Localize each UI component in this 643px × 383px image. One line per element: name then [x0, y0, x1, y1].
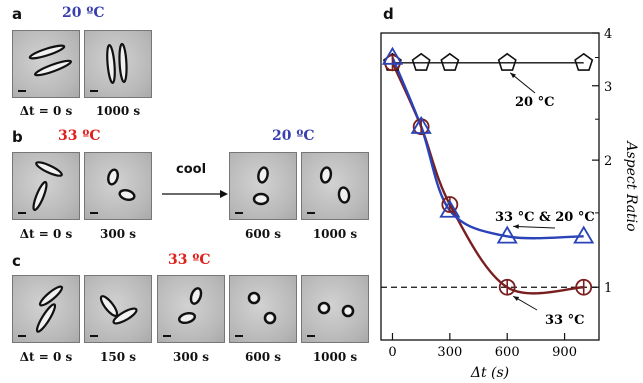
x-tick-label-3: 900 [552, 345, 577, 360]
marker-s1-4 [575, 278, 593, 296]
micrograph-a-1000s [84, 30, 152, 98]
marker-s1-2 [441, 196, 459, 213]
scale-bar [90, 335, 98, 337]
label-c-3: 600 s [245, 350, 281, 364]
annotation-33c-20c-arrow-head [513, 224, 519, 229]
marker-s2-0 [381, 46, 404, 65]
scale-bar [18, 335, 26, 337]
scale-bar [18, 212, 26, 214]
scale-bar [307, 335, 315, 337]
marker-s1-3 [498, 278, 516, 296]
scale-bar [307, 212, 315, 214]
label-b-1: 300 s [100, 227, 136, 241]
label-b-0: Δt = 0 s [19, 227, 73, 241]
marker-s2-1 [410, 115, 432, 134]
scale-bar [235, 212, 243, 214]
scale-bar [90, 90, 98, 92]
micrograph-c-600s [229, 275, 297, 343]
cool-arrow [162, 190, 228, 198]
label-c-0: Δt = 0 s [19, 350, 73, 364]
annotation-33c-20c: 33 °C & 20 °C [495, 210, 595, 225]
micrograph-c-0s [12, 275, 80, 343]
x-axis-label: Δt (s) [470, 365, 509, 381]
marker-s0-1 [411, 52, 431, 71]
y-tick-label-2: 3 [604, 80, 612, 95]
micrograph-b-300s [84, 152, 152, 220]
micrograph-c-300s [157, 275, 225, 343]
annotation-33c-20c-arrow-line [513, 225, 556, 229]
panel-b-temperature-left: 33 ºC [58, 128, 101, 144]
cool-label: cool [176, 162, 207, 177]
marker-s0-3 [497, 52, 517, 71]
annotation-20c: 20 °C [515, 95, 554, 110]
micrograph-a-0s [12, 30, 80, 98]
marker-s0-2 [440, 52, 460, 71]
y-axis-label: Aspect Ratio [623, 139, 639, 231]
marker-s2-4 [573, 225, 595, 244]
panel-letter-d: d [383, 5, 394, 23]
y-tick-label-0: 1 [604, 281, 612, 296]
marker-s2-2 [439, 199, 461, 218]
annotation-20c-arrow-head [510, 72, 516, 79]
y-tick-label-3: 4 [604, 27, 612, 42]
panel-letter-c: c [12, 252, 21, 270]
scale-bar [18, 90, 26, 92]
label-a-1: 1000 s [95, 104, 141, 118]
panel-letter-b: b [12, 128, 23, 146]
label-b-2: 600 s [245, 227, 281, 241]
label-c-2: 300 s [173, 350, 209, 364]
panel-b-temperature-right: 20 ºC [272, 128, 315, 144]
panel-a-temperature: 20 ºC [62, 5, 105, 21]
panel-c-temperature: 33 ºC [168, 252, 211, 268]
scale-bar [163, 335, 171, 337]
marker-s0-4 [574, 52, 594, 71]
y-tick-label-1: 2 [604, 154, 612, 169]
micrograph-b-1000s [301, 152, 369, 220]
micrograph-c-1000s [301, 275, 369, 343]
label-b-3: 1000 s [312, 227, 358, 241]
annotation-33c: 33 °C [545, 313, 584, 328]
x-tick-label-1: 300 [437, 345, 462, 360]
x-tick-label-2: 600 [495, 345, 520, 360]
label-c-1: 150 s [100, 350, 136, 364]
label-c-4: 1000 s [312, 350, 358, 364]
x-tick-label-0: 0 [388, 345, 396, 360]
panel-letter-a: a [12, 5, 23, 23]
micrograph-c-150s [84, 275, 152, 343]
marker-s2-3 [496, 225, 518, 244]
aspect-ratio-chart: 0 300 600 900 1 2 3 4 Δt (s) Aspect Ratio 20 °C 33 … [380, 27, 639, 381]
annotation-33c-arrow-head [513, 296, 520, 302]
series-line-1 [391, 62, 584, 295]
micrograph-b-0s [12, 152, 80, 220]
label-a-0: Δt = 0 s [19, 104, 73, 118]
micrograph-b-600s [229, 152, 297, 220]
scale-bar [235, 335, 243, 337]
plot-frame [380, 32, 600, 341]
scale-bar [90, 212, 98, 214]
